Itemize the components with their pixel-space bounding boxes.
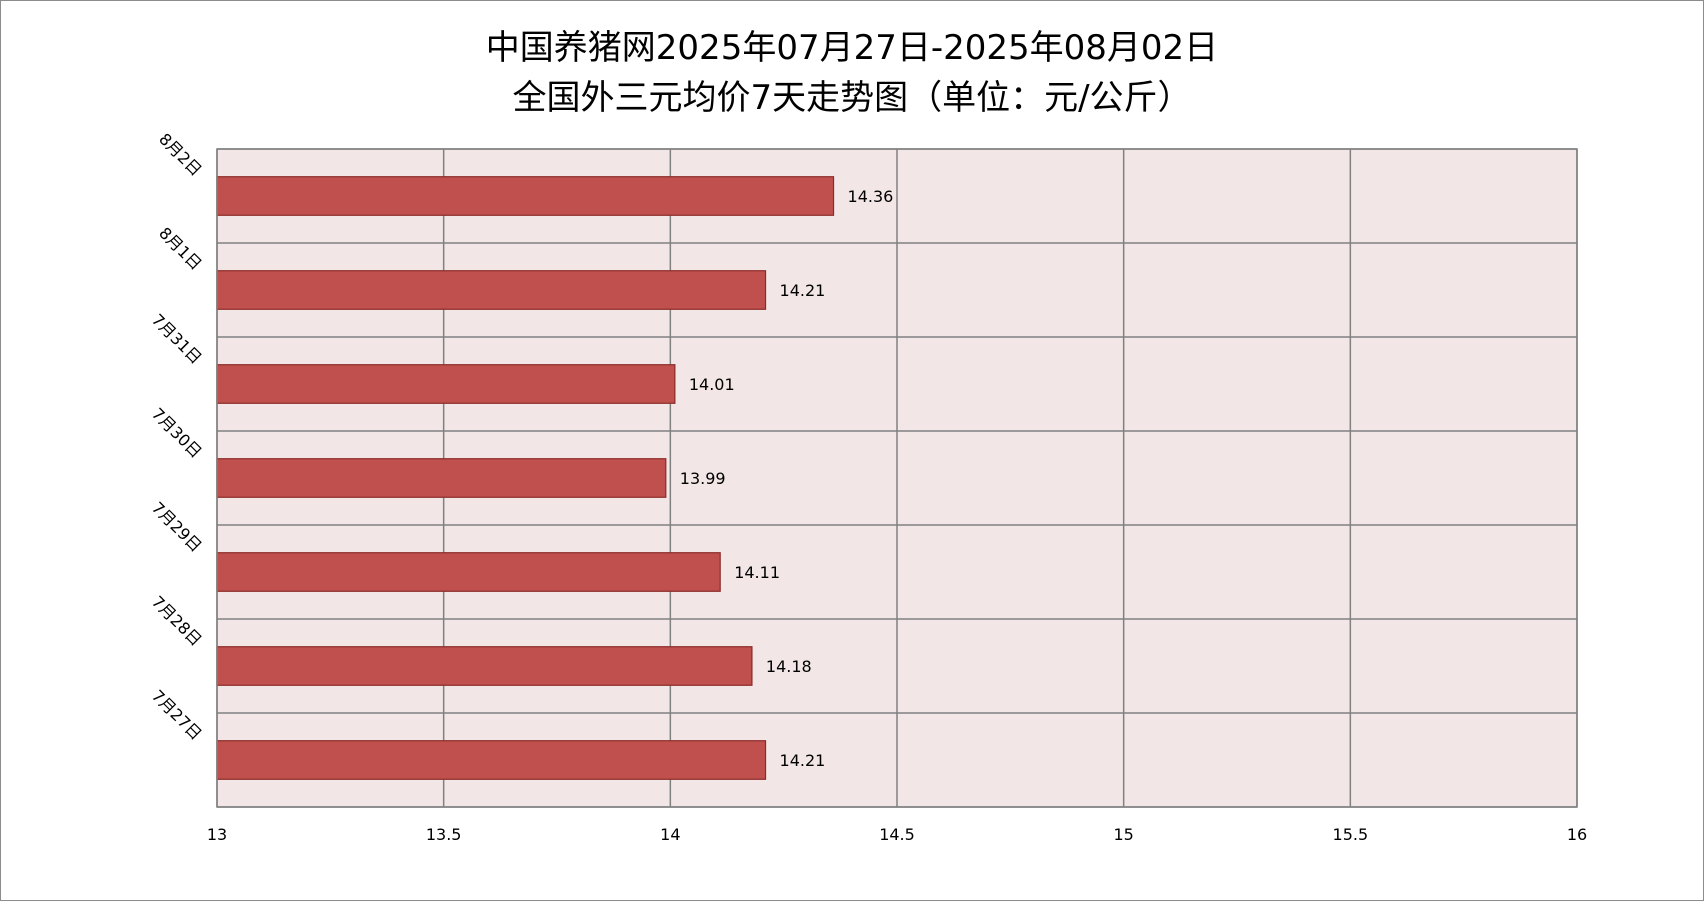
y-category-label: 7月27日 (148, 686, 206, 744)
data-label: 14.18 (766, 657, 812, 676)
data-label: 14.01 (689, 375, 735, 394)
bar (216, 176, 835, 216)
y-category-label: 7月30日 (148, 404, 206, 462)
chart-title: 中国养猪网2025年07月27日-2025年08月02日 全国外三元均价7天走势… (1, 23, 1703, 123)
bar (216, 552, 721, 592)
plot-border (216, 148, 1578, 808)
y-category-label: 7月29日 (148, 498, 206, 556)
x-tick-label: 13.5 (426, 825, 462, 844)
bar (216, 646, 753, 686)
data-label: 14.21 (780, 281, 826, 300)
chart-title-line-1: 中国养猪网2025年07月27日-2025年08月02日 (485, 28, 1219, 68)
x-tick-label: 15.5 (1333, 825, 1369, 844)
data-label: 14.11 (734, 563, 780, 582)
bar (216, 270, 767, 310)
data-label: 14.21 (780, 751, 826, 770)
y-category-label: 7月28日 (148, 592, 206, 650)
bar (216, 740, 767, 780)
x-tick-label: 14.5 (879, 825, 915, 844)
bar (216, 458, 667, 498)
chart-title-line-2: 全国外三元均价7天走势图（单位：元/公斤） (512, 78, 1192, 118)
y-category-label: 8月1日 (155, 223, 205, 273)
x-tick-label: 14 (660, 825, 680, 844)
data-label: 14.36 (848, 187, 894, 206)
x-tick-label: 16 (1567, 825, 1587, 844)
data-label: 13.99 (680, 469, 726, 488)
y-category-label: 8月2日 (155, 129, 205, 179)
bar (216, 364, 676, 404)
x-tick-label: 15 (1113, 825, 1133, 844)
x-tick-label: 13 (207, 825, 227, 844)
y-category-label: 7月31日 (148, 310, 206, 368)
